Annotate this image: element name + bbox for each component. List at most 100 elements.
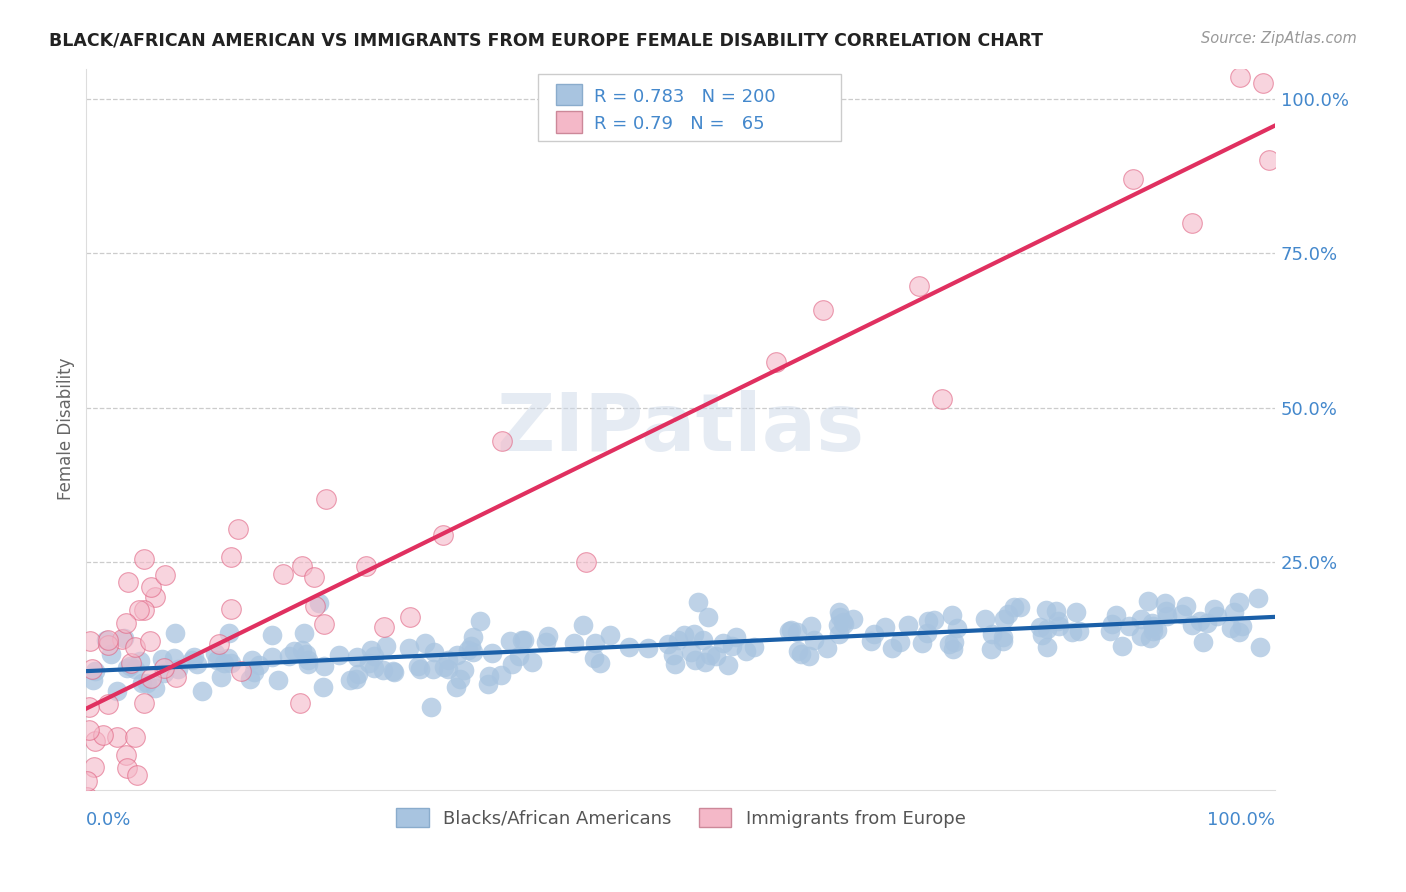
Point (100, 647, 122, 661)
Point (973, 612, 995, 626)
Point (129, 655, 152, 669)
Point (460, 639, 482, 653)
Point (880, 640, 903, 655)
Point (83, 801, 105, 815)
Point (692, 632, 714, 647)
Point (449, 672, 471, 686)
Point (917, 615, 939, 629)
Point (617, 640, 640, 655)
Point (112, 632, 135, 646)
FancyBboxPatch shape (538, 74, 841, 141)
Point (143, 590, 166, 604)
Point (1154, 604, 1177, 618)
Point (79, 634, 101, 648)
Point (120, 659, 142, 673)
Point (191, 683, 214, 698)
Point (363, 661, 385, 675)
Point (461, 645, 484, 659)
Point (1139, 631, 1161, 645)
Point (790, 648, 813, 662)
Point (302, 570, 325, 584)
Point (510, 632, 533, 647)
Point (382, 665, 405, 679)
Point (1227, 595, 1250, 609)
Point (657, 637, 679, 651)
Point (1036, 622, 1059, 636)
Point (589, 656, 612, 670)
Point (304, 599, 326, 613)
Point (827, 618, 849, 632)
Point (716, 657, 738, 672)
Point (491, 668, 513, 682)
Point (413, 636, 436, 650)
Point (80, 662, 103, 676)
Point (815, 641, 838, 656)
Point (209, 670, 232, 684)
Point (76, 789, 98, 804)
Point (115, 747, 138, 762)
Point (931, 392, 953, 407)
Point (219, 549, 242, 564)
Point (221, 656, 243, 670)
Point (499, 634, 522, 648)
Point (328, 648, 350, 662)
Point (1060, 624, 1083, 639)
Point (105, 730, 128, 744)
Point (562, 636, 585, 650)
Point (297, 653, 319, 667)
Point (693, 655, 716, 669)
Point (240, 653, 263, 667)
Point (832, 615, 855, 629)
Point (1205, 609, 1227, 624)
Point (208, 637, 231, 651)
Y-axis label: Female Disability: Female Disability (58, 358, 75, 500)
Point (637, 641, 659, 656)
Point (461, 630, 484, 644)
Point (165, 669, 187, 683)
Point (787, 643, 810, 657)
Point (132, 552, 155, 566)
Point (534, 634, 557, 648)
Point (915, 625, 938, 640)
Point (834, 617, 856, 632)
Point (699, 648, 721, 663)
Point (1223, 605, 1246, 619)
Point (398, 640, 420, 655)
Point (664, 657, 686, 672)
Point (924, 613, 946, 627)
Point (859, 634, 882, 648)
Point (997, 607, 1019, 621)
Point (97, 638, 120, 652)
Point (153, 567, 176, 582)
Point (205, 652, 228, 666)
Point (765, 355, 787, 369)
Point (212, 656, 235, 670)
Point (993, 612, 1015, 626)
Point (1046, 614, 1069, 628)
Text: 0.0%: 0.0% (86, 812, 132, 830)
Point (889, 634, 911, 648)
Point (1101, 617, 1123, 632)
Point (446, 648, 468, 662)
Point (374, 639, 396, 653)
Point (1069, 624, 1091, 639)
Point (143, 681, 166, 695)
Point (360, 643, 382, 657)
Point (786, 624, 808, 639)
Point (283, 644, 305, 658)
Point (478, 669, 501, 683)
Point (422, 645, 444, 659)
Legend: Blacks/African Americans, Immigrants from Europe: Blacks/African Americans, Immigrants fro… (389, 801, 973, 835)
Point (444, 680, 467, 694)
Point (356, 559, 378, 574)
Point (800, 619, 823, 633)
Point (94, 632, 117, 647)
Point (1098, 624, 1121, 638)
Point (662, 648, 685, 663)
Point (1111, 640, 1133, 654)
Point (96, 632, 118, 647)
Point (120, 656, 142, 670)
Point (163, 626, 186, 640)
Point (1181, 216, 1204, 230)
Point (945, 621, 967, 635)
